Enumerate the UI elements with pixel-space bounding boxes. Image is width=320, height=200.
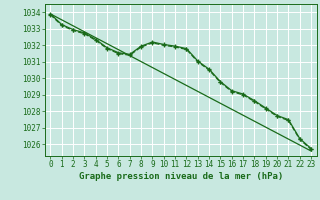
X-axis label: Graphe pression niveau de la mer (hPa): Graphe pression niveau de la mer (hPa) [79, 172, 283, 181]
